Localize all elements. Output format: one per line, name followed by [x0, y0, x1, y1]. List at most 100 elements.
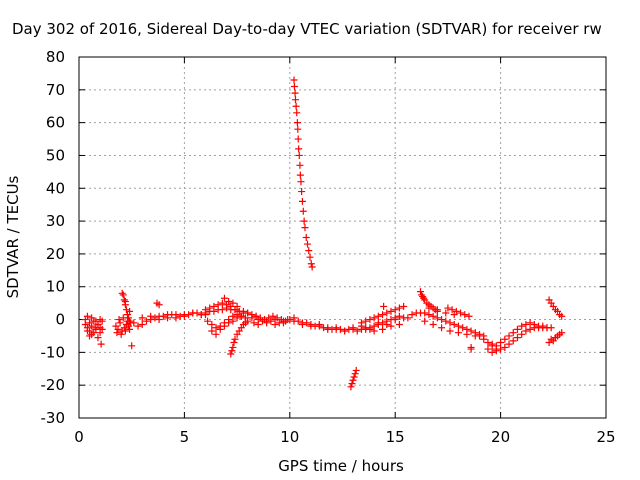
data-point	[126, 307, 134, 315]
data-point	[121, 297, 129, 305]
data-point	[501, 343, 509, 351]
data-point	[513, 334, 521, 342]
series-arc-3	[128, 299, 209, 350]
data-point	[142, 317, 150, 325]
data-point	[558, 329, 566, 337]
data-point	[425, 304, 433, 312]
x-tick-label: 15	[386, 428, 405, 446]
data-point	[117, 330, 125, 338]
data-point	[180, 312, 188, 320]
data-point	[92, 324, 100, 332]
data-point	[119, 291, 127, 299]
x-tick-label: 5	[180, 428, 190, 446]
data-point	[509, 329, 517, 337]
data-point	[83, 327, 91, 335]
data-point	[291, 89, 299, 97]
data-point	[306, 253, 314, 261]
data-point	[488, 348, 496, 356]
data-point	[484, 339, 492, 347]
data-point	[286, 316, 294, 324]
data-point	[444, 304, 452, 312]
data-point	[433, 307, 441, 315]
data-point	[454, 322, 462, 330]
data-point	[450, 320, 458, 328]
y-tick-label: -20	[41, 376, 66, 394]
data-point	[294, 317, 302, 325]
data-point	[522, 327, 530, 335]
series-arc-14	[545, 296, 566, 347]
data-point	[244, 309, 252, 317]
data-point	[297, 178, 305, 186]
series-arc-10	[357, 302, 408, 335]
data-point	[349, 324, 357, 332]
series-arc-9	[347, 366, 360, 391]
data-point	[298, 320, 306, 328]
data-point	[433, 314, 441, 322]
data-point	[210, 302, 218, 310]
y-tick-labels: -30 -20 -10 0 10 20 30 40 50 60 70 80	[41, 48, 66, 427]
data-point	[391, 316, 399, 324]
data-point	[526, 319, 534, 327]
series-arc-13	[484, 319, 555, 356]
data-point	[304, 240, 312, 248]
series-arc-11	[408, 288, 488, 340]
data-point	[379, 325, 387, 333]
data-point	[429, 320, 437, 328]
data-point	[294, 125, 302, 133]
data-point	[250, 319, 258, 327]
data-point	[505, 340, 513, 348]
data-point	[229, 299, 237, 307]
data-point	[467, 343, 475, 351]
data-point	[307, 260, 315, 268]
data-point	[467, 327, 475, 335]
data-point	[254, 316, 262, 324]
data-point	[307, 322, 315, 330]
data-point	[134, 322, 142, 330]
data-point	[518, 330, 526, 338]
data-point	[121, 327, 129, 335]
data-point	[83, 312, 91, 320]
data-point	[296, 171, 304, 179]
data-point	[96, 329, 104, 337]
data-point	[465, 312, 473, 320]
data-point	[204, 317, 212, 325]
data-point	[497, 345, 505, 353]
data-point	[130, 319, 138, 327]
data-point	[294, 135, 302, 143]
data-point	[448, 306, 456, 314]
data-point	[513, 325, 521, 333]
data-point	[315, 320, 323, 328]
data-point	[229, 343, 237, 351]
data-point	[362, 317, 370, 325]
data-point	[206, 304, 214, 312]
data-point	[539, 322, 547, 330]
data-point	[218, 299, 226, 307]
data-point	[476, 332, 484, 340]
data-point	[461, 311, 469, 319]
data-point	[230, 339, 238, 347]
data-point	[118, 289, 126, 297]
data-point	[452, 307, 460, 315]
data-point	[212, 324, 220, 332]
data-point	[113, 329, 121, 337]
x-axis-label: GPS time / hours	[278, 457, 404, 475]
data-point	[279, 319, 287, 327]
data-point	[420, 294, 428, 302]
data-point	[391, 306, 399, 314]
data-point	[120, 296, 128, 304]
data-point	[457, 309, 465, 317]
data-point	[292, 102, 300, 110]
data-point	[370, 314, 378, 322]
series-arc-2	[112, 289, 135, 338]
data-point	[218, 306, 226, 314]
data-point	[454, 329, 462, 337]
data-point	[216, 325, 224, 333]
data-point	[201, 306, 209, 314]
data-point	[128, 342, 136, 350]
grid-lines	[79, 57, 606, 418]
x-tick-labels: 0 5 10 15 20 25	[74, 428, 615, 446]
data-point	[147, 312, 155, 320]
data-point	[379, 311, 387, 319]
data-point	[300, 217, 308, 225]
data-point	[293, 119, 301, 127]
